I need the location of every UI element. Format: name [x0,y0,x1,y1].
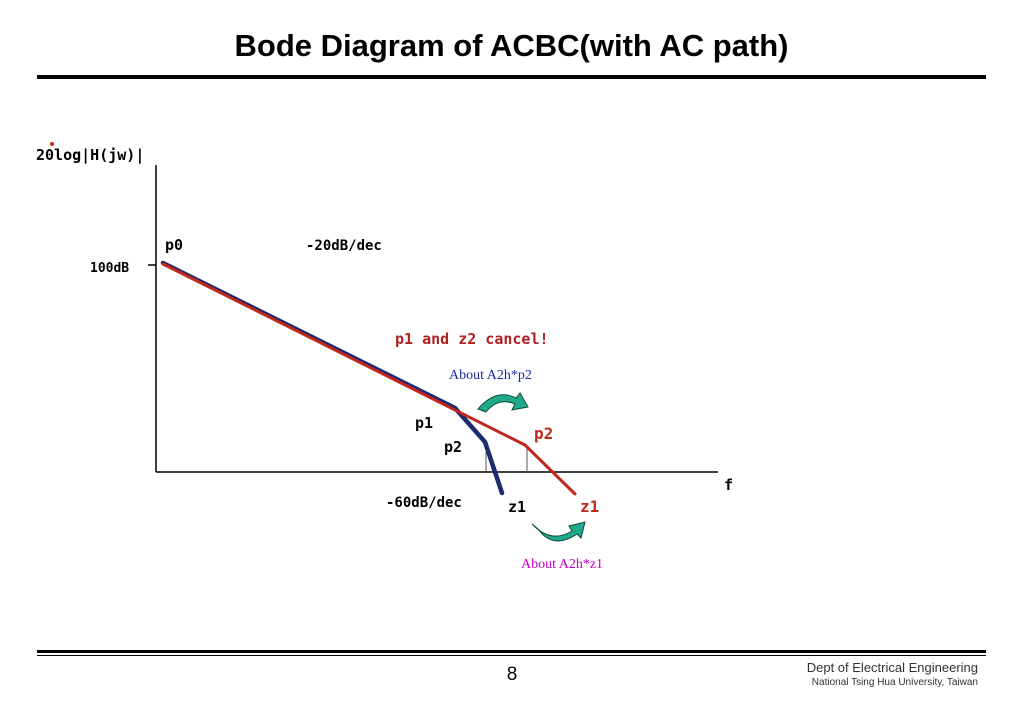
slide-title: Bode Diagram of ACBC(with AC path) [234,28,789,63]
footer-university: National Tsing Hua University, Taiwan [811,677,978,688]
page-number: 8 [506,664,518,685]
x-axis-label: f [724,476,733,494]
p0-label: p0 [165,236,183,254]
about-p2-label: About A2h*p2 [449,368,532,383]
title-divider [37,75,986,79]
p1-label: p1 [415,414,433,432]
footer-divider [37,650,986,653]
curved-arrow-icon [477,392,529,413]
cancel-label: p1 and z2 cancel! [395,330,549,348]
footer-department: Dept of Electrical Engineering [806,660,978,675]
p2-blue-label: p2 [444,438,462,456]
slope-20-label: -20dB/dec [306,238,382,254]
curved-arrow-icon [531,521,586,542]
red-response-curve [161,262,577,496]
p2-red-label: p2 [534,424,553,443]
footer-divider-thin [37,655,986,656]
z1-blue-label: z1 [508,498,526,516]
y-axis-label: 20log|H(jw)| [36,146,144,165]
slope-60-label: -60dB/dec [386,495,462,511]
z1-red-label: z1 [580,497,599,516]
about-z1-label: About A2h*z1 [521,557,603,572]
gain-label: 100dB [90,261,129,276]
red-dot-marker [50,142,54,146]
